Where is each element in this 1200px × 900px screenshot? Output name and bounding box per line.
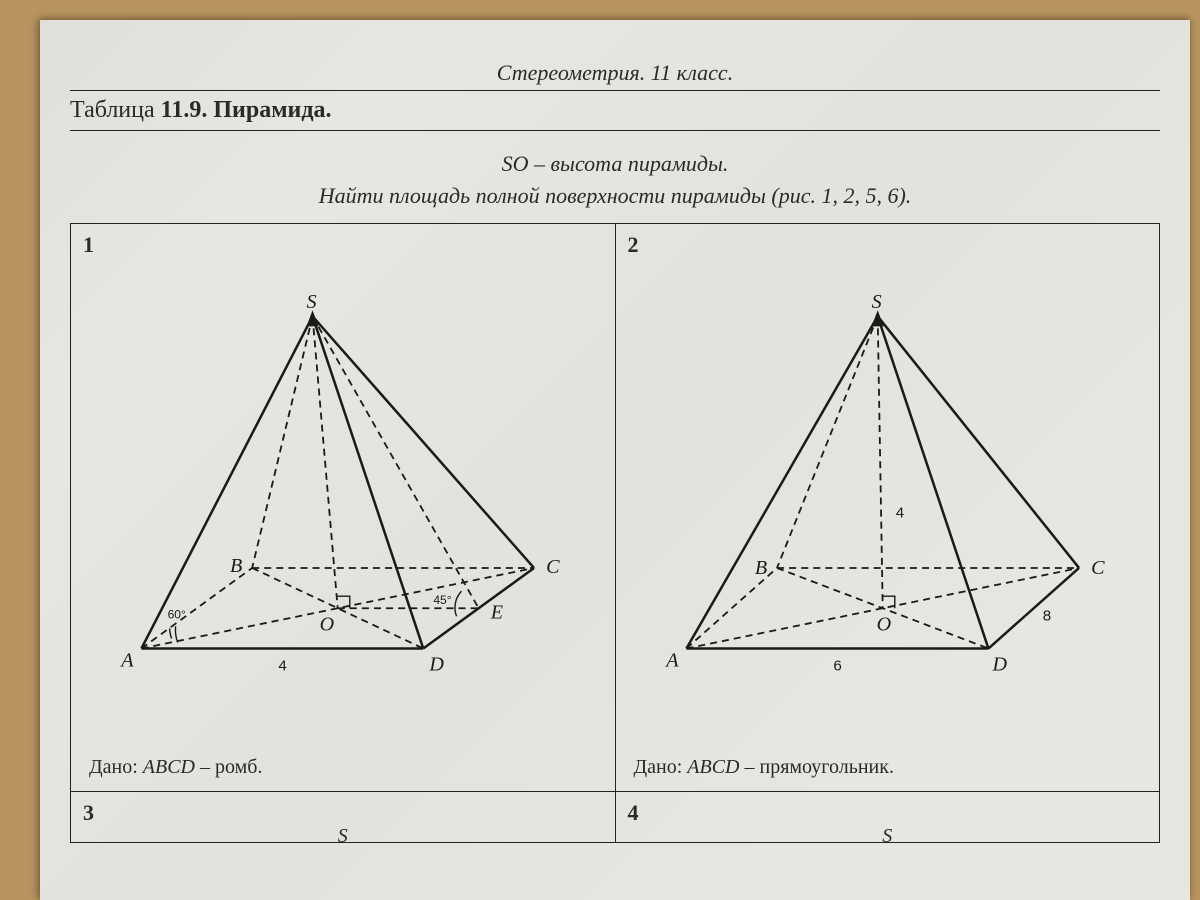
given-name: – ромб. xyxy=(195,756,262,778)
vertex-O: O xyxy=(320,613,335,635)
problem-cell-3: 3 S xyxy=(71,792,616,842)
table-heading: Таблица 11.9. Пирамида. xyxy=(70,97,1160,131)
grid-row-2: 3 S 4 S xyxy=(71,792,1159,842)
side-AD-label: 4 xyxy=(278,658,286,675)
vertex-C: C xyxy=(1091,557,1105,579)
vertex-D: D xyxy=(991,654,1007,676)
task-note: Найти площадь полной поверхности пирамид… xyxy=(70,183,1160,209)
vertex-B: B xyxy=(230,555,242,577)
problem-number: 3 xyxy=(83,800,603,826)
vertex-A: A xyxy=(664,650,679,672)
problems-grid: 1 xyxy=(70,223,1160,843)
apex-label-3: S xyxy=(338,825,348,848)
angle-A-label: 60° xyxy=(168,607,186,621)
table-label: Таблица xyxy=(70,97,161,123)
problem-cell-2: 2 xyxy=(616,224,1160,791)
subject-heading: Стереометрия. 11 класс. xyxy=(70,60,1160,91)
given-var: ABCD xyxy=(143,756,195,778)
given-2: Дано: ABCD – прямоугольник. xyxy=(634,756,894,779)
given-label: Дано: xyxy=(634,756,688,778)
side-AD-label: 6 xyxy=(833,658,841,675)
grid-row-1: 1 xyxy=(71,224,1159,792)
worksheet-paper: Стереометрия. 11 класс. Таблица 11.9. Пи… xyxy=(40,20,1190,900)
vertex-A: A xyxy=(119,650,134,672)
problem-cell-4: 4 S xyxy=(616,792,1160,842)
given-var: ABCD xyxy=(687,756,739,778)
vertex-S: S xyxy=(871,291,881,313)
problem-number: 4 xyxy=(628,800,1148,826)
vertex-O: O xyxy=(876,613,891,635)
height-label: 4 xyxy=(895,505,903,522)
given-1: Дано: ABCD – ромб. xyxy=(89,756,262,779)
vertex-D: D xyxy=(428,654,444,676)
height-note: SO – высота пирамиды. xyxy=(70,151,1160,177)
given-name: – прямоугольник. xyxy=(740,756,894,778)
side-DC-label: 8 xyxy=(1042,607,1050,624)
vertex-S: S xyxy=(307,291,317,313)
given-label: Дано: xyxy=(89,756,143,778)
table-title: Пирамида. xyxy=(213,97,331,123)
table-number: 11.9. xyxy=(161,97,214,123)
apex-label-4: S xyxy=(882,825,892,848)
problem-cell-1: 1 xyxy=(71,224,616,791)
diagram-1: 60° 45° S A B C D O E xyxy=(81,254,605,741)
diagram-2: S A B C D O 4 6 8 xyxy=(626,254,1150,741)
vertex-B: B xyxy=(754,557,766,579)
angle-E-label: 45° xyxy=(433,593,451,607)
vertex-C: C xyxy=(546,556,560,578)
vertex-E: E xyxy=(490,601,503,623)
